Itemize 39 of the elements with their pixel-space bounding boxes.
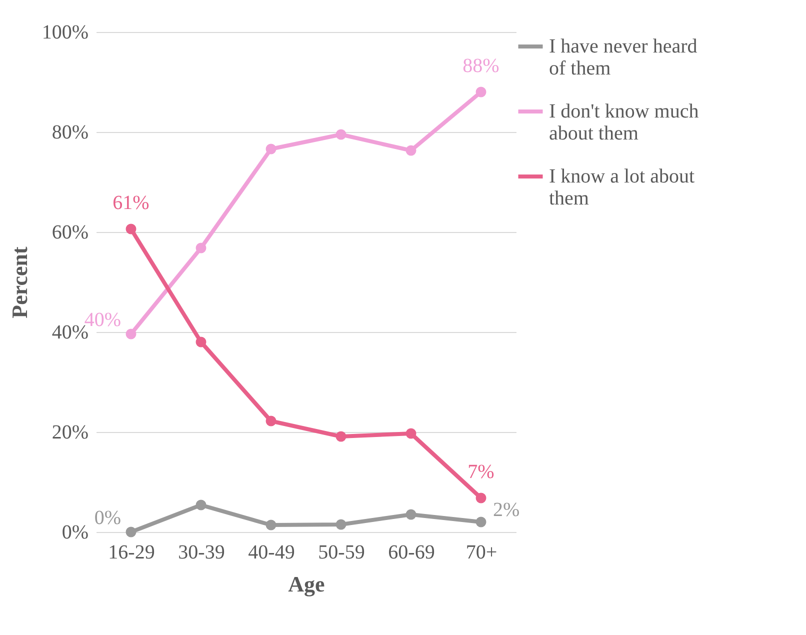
point — [126, 224, 136, 234]
x-tick-label: 40-49 — [248, 542, 295, 564]
point — [266, 416, 276, 426]
data-label: 2% — [493, 499, 520, 521]
legend-label: I know a lot about them — [549, 166, 695, 210]
point — [196, 242, 206, 254]
point — [476, 516, 486, 528]
data-label: 0% — [94, 507, 121, 529]
x-axis-title: Age — [288, 572, 326, 596]
point — [406, 145, 416, 156]
point — [196, 500, 206, 510]
point — [126, 328, 136, 340]
data-label: 7% — [468, 461, 494, 483]
y-axis-title: Percent — [6, 246, 32, 318]
y-tick-label: 100% — [42, 22, 88, 44]
point — [196, 336, 206, 348]
legend-label: I don't know much about them — [549, 100, 699, 144]
x-tick-label: 16-29 — [108, 542, 155, 564]
y-tick-label: 80% — [52, 122, 88, 144]
y-tick-label: 20% — [52, 422, 88, 444]
x-tick-label: 70+ — [466, 542, 498, 564]
legend-label: I have never heard of them — [549, 36, 698, 80]
y-tick-label: 60% — [52, 222, 88, 244]
point — [126, 526, 136, 538]
point — [406, 428, 416, 439]
y-tick-label: 0% — [62, 522, 88, 544]
point — [336, 129, 346, 140]
point — [336, 431, 346, 442]
point — [406, 509, 416, 520]
data-label: 61% — [112, 192, 150, 214]
point — [266, 144, 276, 154]
x-tick-label: 60-69 — [388, 542, 435, 564]
point — [266, 520, 276, 530]
x-tick-label: 30-39 — [178, 542, 225, 564]
point — [336, 519, 346, 530]
point — [476, 492, 486, 504]
point — [476, 86, 486, 98]
data-label: 88% — [462, 55, 500, 77]
x-tick-label: 50-59 — [318, 542, 365, 564]
